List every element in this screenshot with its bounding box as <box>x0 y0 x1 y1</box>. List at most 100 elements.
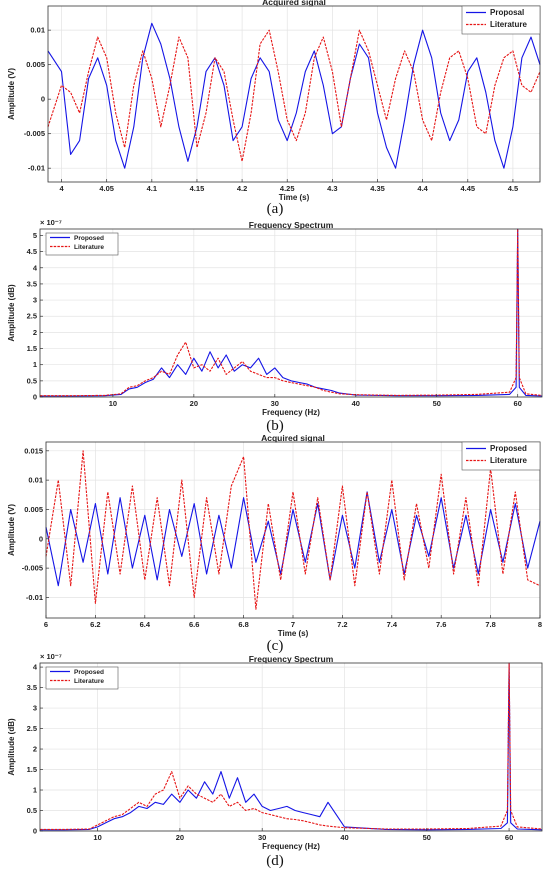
legend-label-literature: Literature <box>74 244 104 251</box>
x-tick-label: 7.8 <box>485 620 495 629</box>
x-axis-label: Time (s) <box>278 629 309 638</box>
x-tick-label: 4.15 <box>190 184 205 193</box>
chart-panel-d: 10 20 30 40 50 60 0 0.5 1 1.5 2 2.5 3 3.5 4 Frequency S… <box>0 652 550 855</box>
plot-frame <box>39 662 543 832</box>
x-tick-label: 4.45 <box>460 184 475 193</box>
y-tick-label: 0.005 <box>24 505 43 514</box>
x-tick-label: 40 <box>340 833 348 842</box>
x-tick-label: 50 <box>433 399 441 408</box>
x-tick-label: 4.1 <box>147 184 157 193</box>
x-tick-label: 60 <box>514 399 522 408</box>
x-tick-label: 50 <box>423 833 431 842</box>
y-axis-multiplier: × 10⁻⁷ <box>40 652 62 661</box>
y-tick-label: 4.5 <box>27 247 37 256</box>
x-tick-label: 4.4 <box>417 184 428 193</box>
chart-panel-a: 4 4.05 4.1 4.15 4.2 4.25 4.3 4.35 4.4 4.45 4.5 -0.0… <box>0 0 550 202</box>
x-tick-label: 30 <box>258 833 266 842</box>
legend-box <box>45 666 119 690</box>
legend-label-literature: Literature <box>74 678 104 685</box>
legend-label-proposed: Proposed <box>74 235 104 242</box>
x-tick-label: 10 <box>93 833 101 842</box>
y-tick-label: 0 <box>41 95 45 104</box>
x-tick-label: 6.4 <box>140 620 151 629</box>
x-tick-label: 40 <box>352 399 360 408</box>
legend-label-proposed: Proposed <box>490 444 527 453</box>
y-tick-label: 3.5 <box>27 683 37 692</box>
chart-c: 6 6.2 6.4 6.6 6.8 7 7.2 7.4 7.6 7.8 8 -0.01 -0.005 0 0… <box>7 433 542 638</box>
y-tick-label: 2.5 <box>27 724 37 733</box>
x-tick-label: 7.2 <box>337 620 347 629</box>
caption-c: (c) <box>266 638 284 654</box>
y-tick-label: 0.015 <box>24 446 43 455</box>
x-tick-label: 4.3 <box>327 184 337 193</box>
x-tick-label: 4.5 <box>508 184 518 193</box>
series-line-proposal <box>47 22 541 169</box>
y-tick-label: 1 <box>33 360 37 369</box>
y-tick-label: 0.5 <box>27 806 37 815</box>
x-tick-label: 4.05 <box>99 184 114 193</box>
y-axis-multiplier: × 10⁻⁷ <box>40 218 62 227</box>
y-tick-label: -0.01 <box>28 164 45 173</box>
chart-title: Frequency Spectrum <box>249 654 334 664</box>
x-tick-label: 7.4 <box>387 620 398 629</box>
x-tick-label: 20 <box>190 399 198 408</box>
y-tick-label: 1.5 <box>27 344 37 353</box>
x-tick-label: 4.25 <box>280 184 295 193</box>
legend-box <box>461 441 541 471</box>
y-tick-label: -0.01 <box>26 593 43 602</box>
chart-panel-b: 10 20 30 40 50 60 0 0.5 1 1.5 2 2.5 3 3.5 4 4.5 5 Frequen… <box>0 215 550 417</box>
x-tick-label: 4.2 <box>237 184 247 193</box>
y-axis-label: Amplitude (V) <box>7 68 16 120</box>
y-axis-label: Amplitude (V) <box>7 504 16 556</box>
x-tick-label: 4.35 <box>370 184 385 193</box>
y-tick-label: 0.01 <box>28 476 43 485</box>
caption-b: (b) <box>266 418 284 434</box>
x-axis-label: Frequency (Hz) <box>262 408 320 417</box>
chart-d: 10 20 30 40 50 60 0 0.5 1 1.5 2 2.5 3 3.5 4 Frequency S… <box>7 652 543 851</box>
y-tick-label: -0.005 <box>22 564 43 573</box>
series-line-proposed <box>40 662 543 831</box>
plot-frame <box>39 228 543 398</box>
x-tick-label: 10 <box>109 399 117 408</box>
y-axis-label: Amplitude (dB) <box>7 284 16 342</box>
chart-panel-c: 6 6.2 6.4 6.6 6.8 7 7.2 7.4 7.6 7.8 8 -0.01 -0.005 0 0… <box>0 433 550 638</box>
x-tick-label: 6.8 <box>238 620 248 629</box>
y-tick-label: 0.005 <box>26 60 45 69</box>
x-tick-label: 7 <box>291 620 295 629</box>
legend-label-proposal: Proposal <box>490 8 524 17</box>
y-tick-label: 0 <box>39 534 43 543</box>
y-tick-label: 2.5 <box>27 312 37 321</box>
chart-a: 4 4.05 4.1 4.15 4.2 4.25 4.3 4.35 4.4 4.45 4.5 -0.0… <box>7 0 541 202</box>
y-tick-label: 4 <box>33 663 38 672</box>
series-line-proposed <box>45 491 541 587</box>
series-line-literature <box>47 29 541 162</box>
y-tick-label: 4 <box>33 263 38 272</box>
y-tick-label: 3 <box>33 704 37 713</box>
caption-a: (a) <box>266 201 284 217</box>
y-tick-label: 5 <box>33 231 37 240</box>
y-tick-label: 0.5 <box>27 376 37 385</box>
series-line-literature <box>40 228 543 397</box>
series-line-proposed <box>40 228 543 397</box>
x-tick-label: 6 <box>44 620 48 629</box>
plot-frame <box>47 5 541 183</box>
legend-label-proposed: Proposed <box>74 669 104 676</box>
x-tick-label: 6.6 <box>189 620 199 629</box>
y-axis-label: Amplitude (dB) <box>7 718 16 776</box>
legend-box <box>461 5 541 35</box>
y-tick-label: 2 <box>33 745 37 754</box>
chart-title: Frequency Spectrum <box>249 220 334 230</box>
y-tick-label: 3.5 <box>27 279 37 288</box>
x-tick-label: 6.2 <box>90 620 100 629</box>
y-tick-label: 0.01 <box>30 26 45 35</box>
y-tick-label: 1.5 <box>27 765 37 774</box>
caption-d: (d) <box>266 853 284 869</box>
y-tick-label: 0 <box>33 393 37 402</box>
series-line-literature <box>40 662 543 830</box>
x-tick-label: 30 <box>271 399 279 408</box>
series-line-literature <box>45 450 541 610</box>
y-tick-label: -0.005 <box>24 129 45 138</box>
x-axis-label: Time (s) <box>279 193 310 202</box>
x-axis-label: Frequency (Hz) <box>262 842 320 851</box>
y-tick-label: 1 <box>33 786 37 795</box>
